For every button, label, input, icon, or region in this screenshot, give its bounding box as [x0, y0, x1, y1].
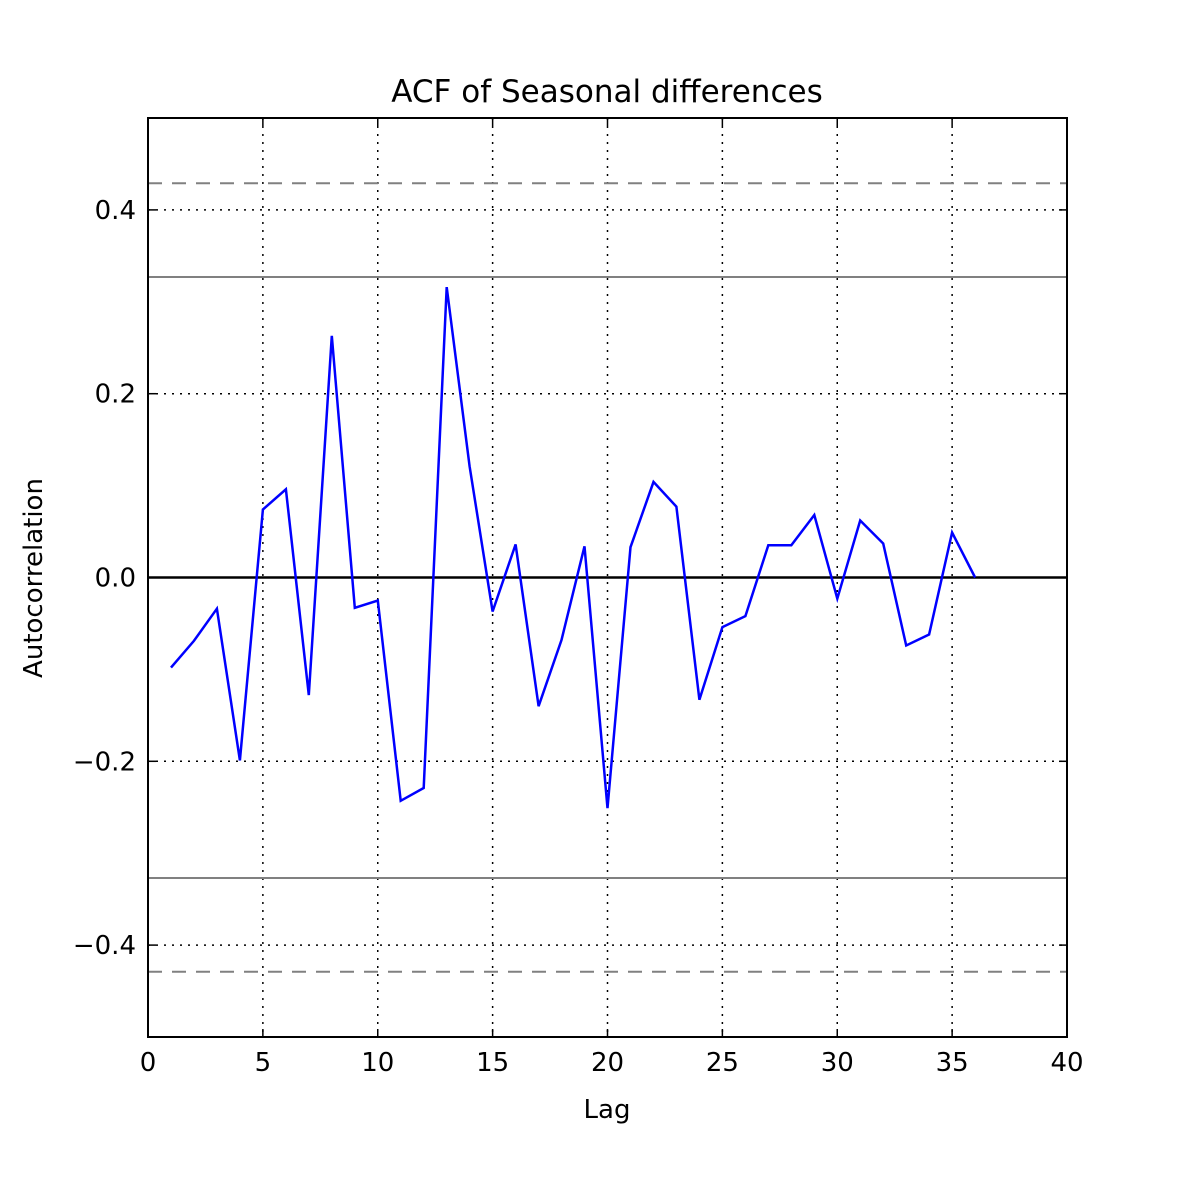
x-tick-label: 25 [706, 1048, 739, 1078]
x-axis-title: Lag [584, 1095, 631, 1125]
y-tick-labels: −0.4 −0.2 0.0 0.2 0.4 [73, 196, 136, 961]
y-tick-label: −0.4 [73, 931, 136, 961]
acf-series-line [170, 286, 977, 809]
x-tick-label: 20 [591, 1048, 624, 1078]
y-tick-label: −0.2 [73, 747, 136, 777]
x-tick-label: 5 [255, 1048, 272, 1078]
x-tick-label: 40 [1050, 1048, 1083, 1078]
x-tick-label: 30 [821, 1048, 854, 1078]
x-tick-label: 15 [476, 1048, 509, 1078]
x-tick-label: 10 [361, 1048, 394, 1078]
confidence-bounds [148, 182, 1067, 973]
y-tick-label: 0.2 [95, 380, 136, 410]
series-layer [170, 286, 977, 809]
x-tick-label: 0 [140, 1048, 157, 1078]
tick-layer [147, 118, 1068, 1037]
y-tick-label: 0.0 [95, 564, 136, 594]
chart-title: ACF of Seasonal differences [391, 74, 822, 110]
x-tick-labels: 0 5 10 15 20 25 30 35 40 [140, 1048, 1084, 1078]
grid-layer [148, 118, 1067, 1037]
y-tick-label: 0.4 [95, 196, 136, 226]
y-axis-title: Autocorrelation [19, 478, 49, 678]
x-tick-label: 35 [936, 1048, 969, 1078]
